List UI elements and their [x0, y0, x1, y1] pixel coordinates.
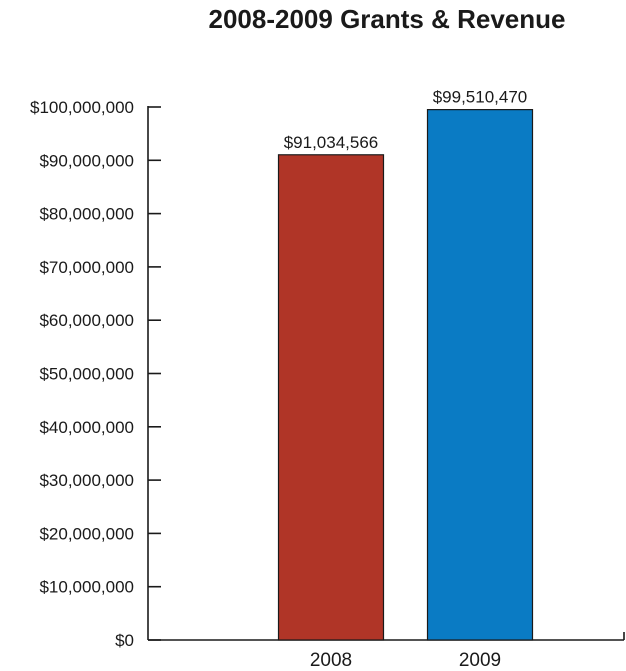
- chart-title: 2008-2009 Grants & Revenue: [208, 4, 566, 34]
- y-tick-label: $20,000,000: [39, 524, 134, 543]
- y-tick-label: $0: [115, 631, 134, 650]
- data-label-2009: $99,510,470: [433, 88, 528, 107]
- x-tick-label-2009: 2009: [459, 650, 501, 671]
- y-tick-label: $40,000,000: [39, 418, 134, 437]
- bars: [277, 109, 534, 641]
- data-label-2008: $91,034,566: [284, 133, 379, 152]
- labels: $91,034,566 2008 $99,510,470 2009: [284, 88, 528, 671]
- y-tick-label: $10,000,000: [39, 578, 134, 597]
- y-tick-label: $30,000,000: [39, 471, 134, 490]
- y-tick-label: $80,000,000: [39, 205, 134, 224]
- y-tick-label: $70,000,000: [39, 258, 134, 277]
- y-tick-label: $100,000,000: [30, 98, 134, 117]
- y-tick-label: $60,000,000: [39, 311, 134, 330]
- bar-2009: [426, 109, 534, 641]
- y-tick-label: $50,000,000: [39, 365, 134, 384]
- y-tick-label: $90,000,000: [39, 151, 134, 170]
- chart-axes: [147, 106, 625, 641]
- x-tick-label-2008: 2008: [310, 650, 352, 671]
- bar-2008: [277, 154, 385, 641]
- y-axis-ticks: $0 $10,000,000 $20,000,000 $30,000,000 $40,0…: [30, 98, 161, 650]
